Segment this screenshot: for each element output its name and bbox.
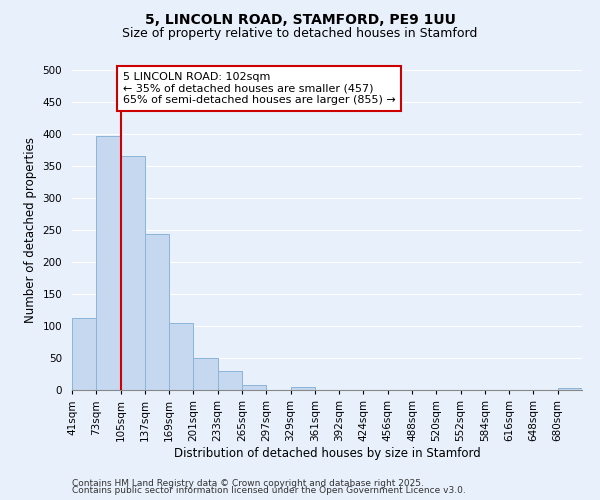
Bar [72, 318, 96, 390]
Text: Contains public sector information licensed under the Open Government Licence v3: Contains public sector information licen… [72, 486, 466, 495]
Bar [145, 234, 169, 390]
Bar [193, 358, 218, 390]
Text: 5, LINCOLN ROAD, STAMFORD, PE9 1UU: 5, LINCOLN ROAD, STAMFORD, PE9 1UU [145, 12, 455, 26]
Y-axis label: Number of detached properties: Number of detached properties [24, 137, 37, 323]
Text: 5 LINCOLN ROAD: 102sqm
← 35% of detached houses are smaller (457)
65% of semi-de: 5 LINCOLN ROAD: 102sqm ← 35% of detached… [123, 72, 396, 105]
X-axis label: Distribution of detached houses by size in Stamford: Distribution of detached houses by size … [173, 446, 481, 460]
Bar [218, 371, 242, 390]
Bar [169, 323, 193, 390]
Bar [290, 387, 315, 390]
Text: Size of property relative to detached houses in Stamford: Size of property relative to detached ho… [122, 28, 478, 40]
Text: Contains HM Land Registry data © Crown copyright and database right 2025.: Contains HM Land Registry data © Crown c… [72, 478, 424, 488]
Bar [558, 388, 582, 390]
Bar [96, 136, 121, 390]
Bar [242, 385, 266, 390]
Bar [121, 156, 145, 390]
